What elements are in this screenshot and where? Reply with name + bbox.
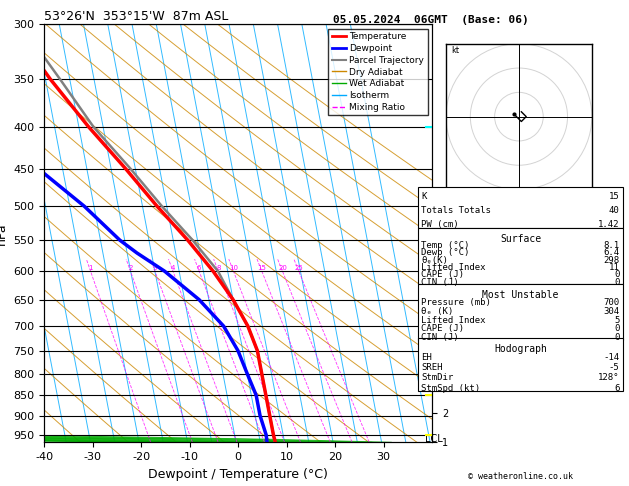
FancyBboxPatch shape — [418, 228, 623, 284]
Text: Most Unstable: Most Unstable — [482, 290, 559, 300]
Text: 15: 15 — [257, 265, 266, 271]
Text: PW (cm): PW (cm) — [421, 220, 459, 229]
Text: 3: 3 — [153, 265, 157, 271]
Text: © weatheronline.co.uk: © weatheronline.co.uk — [469, 472, 573, 481]
Text: CIN (J): CIN (J) — [421, 278, 459, 287]
Text: 8.1: 8.1 — [603, 241, 620, 250]
Text: 700: 700 — [603, 298, 620, 307]
Text: Lifted Index: Lifted Index — [421, 263, 486, 272]
Text: 0: 0 — [614, 333, 620, 342]
Y-axis label: hPa: hPa — [0, 222, 8, 244]
Text: 8: 8 — [216, 265, 221, 271]
Text: kt: kt — [451, 47, 459, 55]
FancyBboxPatch shape — [418, 338, 623, 391]
Text: Dewp (°C): Dewp (°C) — [421, 248, 470, 258]
Text: 1: 1 — [88, 265, 93, 271]
Text: CIN (J): CIN (J) — [421, 333, 459, 342]
Text: 11: 11 — [609, 263, 620, 272]
Text: 25: 25 — [294, 265, 303, 271]
Text: 6: 6 — [197, 265, 201, 271]
Text: Pressure (mb): Pressure (mb) — [421, 298, 491, 307]
Text: 4: 4 — [171, 265, 175, 271]
Text: 6: 6 — [614, 383, 620, 393]
Text: 05.05.2024  06GMT  (Base: 06): 05.05.2024 06GMT (Base: 06) — [333, 15, 529, 25]
Text: Temp (°C): Temp (°C) — [421, 241, 470, 250]
Text: Hodograph: Hodograph — [494, 344, 547, 354]
FancyBboxPatch shape — [418, 284, 623, 340]
Text: SREH: SREH — [421, 363, 443, 372]
Text: LCL: LCL — [425, 434, 443, 444]
Text: Totals Totals: Totals Totals — [421, 206, 491, 215]
Legend: Temperature, Dewpoint, Parcel Trajectory, Dry Adiabat, Wet Adiabat, Isotherm, Mi: Temperature, Dewpoint, Parcel Trajectory… — [328, 29, 428, 115]
Text: CAPE (J): CAPE (J) — [421, 324, 464, 333]
Text: 128°: 128° — [598, 373, 620, 382]
Text: 1.42: 1.42 — [598, 220, 620, 229]
Text: 20: 20 — [278, 265, 287, 271]
Text: Lifted Index: Lifted Index — [421, 315, 486, 325]
Text: 15: 15 — [609, 192, 620, 201]
Text: Surface: Surface — [500, 234, 541, 244]
Text: StmSpd (kt): StmSpd (kt) — [421, 383, 481, 393]
Text: CAPE (J): CAPE (J) — [421, 270, 464, 279]
Text: K: K — [421, 192, 427, 201]
Text: 40: 40 — [609, 206, 620, 215]
Text: 5: 5 — [614, 315, 620, 325]
Text: 2: 2 — [128, 265, 133, 271]
Text: 0: 0 — [614, 270, 620, 279]
Text: 10: 10 — [229, 265, 238, 271]
Text: EH: EH — [421, 353, 432, 362]
Text: -14: -14 — [603, 353, 620, 362]
Text: 53°26'N  353°15'W  87m ASL: 53°26'N 353°15'W 87m ASL — [44, 10, 228, 23]
Text: 0: 0 — [614, 278, 620, 287]
Text: 304: 304 — [603, 307, 620, 316]
Text: 0: 0 — [614, 324, 620, 333]
Text: 6.4: 6.4 — [603, 248, 620, 258]
X-axis label: Dewpoint / Temperature (°C): Dewpoint / Temperature (°C) — [148, 468, 328, 481]
Text: -5: -5 — [609, 363, 620, 372]
Text: θₑ(K): θₑ(K) — [421, 256, 448, 265]
Text: StmDir: StmDir — [421, 373, 454, 382]
Text: θₑ (K): θₑ (K) — [421, 307, 454, 316]
FancyBboxPatch shape — [418, 187, 623, 228]
Text: 298: 298 — [603, 256, 620, 265]
Y-axis label: km
ASL: km ASL — [453, 233, 471, 255]
